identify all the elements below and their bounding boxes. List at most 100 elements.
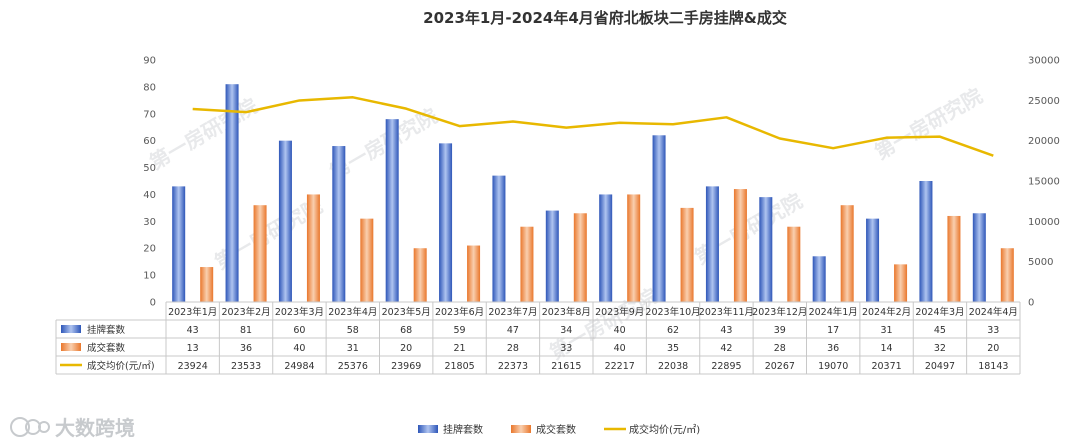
legend: 挂牌套数 成交套数 成交均价(元/㎡) — [418, 423, 700, 436]
x-category-label: 2023年2月 — [221, 306, 270, 318]
listing-bar — [172, 186, 186, 302]
watermark-text: 第一房研究院 — [871, 84, 987, 165]
table-cell-value: 17 — [827, 325, 839, 336]
listing-bar — [812, 256, 826, 302]
x-category-label: 2024年2月 — [862, 306, 911, 318]
deal-bar — [467, 245, 481, 302]
watermark-text: 第一房研究院 — [146, 94, 262, 175]
table-cell-value: 28 — [507, 343, 519, 354]
table-cell-value: 62 — [667, 325, 679, 336]
x-category-label: 2023年10月 — [645, 306, 700, 318]
listing-bar — [652, 135, 666, 302]
y-left-tick-label: 10 — [143, 271, 156, 282]
x-category-label: 2023年6月 — [435, 306, 484, 318]
table-cell-value: 40 — [614, 343, 626, 354]
table-cell-value: 22038 — [658, 361, 688, 372]
deal-bar — [306, 194, 320, 302]
x-category-label: 2023年11月 — [699, 306, 754, 318]
bars — [172, 84, 1014, 303]
legend-key — [418, 425, 438, 433]
deal-bar — [840, 205, 854, 302]
table-cell-value: 31 — [347, 343, 359, 354]
deal-bar — [894, 264, 908, 302]
legend-label: 挂牌套数 — [443, 423, 483, 436]
table-cell-value: 43 — [187, 325, 199, 336]
table-row-key — [61, 325, 81, 333]
table-cell-value: 14 — [881, 343, 893, 354]
table-cell-value: 24984 — [284, 361, 314, 372]
table-cell-value: 47 — [507, 325, 519, 336]
brand-text: 大数跨境 — [55, 416, 135, 440]
table-row-label: 挂牌套数 — [87, 324, 126, 336]
legend-key — [511, 425, 531, 433]
x-category-label: 2023年9月 — [595, 306, 644, 318]
listing-bar — [225, 84, 239, 302]
table-cell-value: 13 — [187, 343, 199, 354]
table-cell-value: 36 — [240, 343, 252, 354]
table-cell-value: 40 — [614, 325, 626, 336]
table-cell-value: 31 — [881, 325, 893, 336]
x-category-label: 2023年5月 — [382, 306, 431, 318]
table-cell-value: 22895 — [711, 361, 741, 372]
deal-bar — [787, 226, 801, 302]
listing-bar — [599, 194, 613, 302]
table-cell-value: 28 — [774, 343, 786, 354]
listing-bar — [385, 119, 399, 303]
y-left-tick-label: 90 — [143, 56, 156, 67]
y-left-tick-label: 20 — [143, 244, 156, 255]
y-right-tick-label: 20000 — [1028, 136, 1060, 147]
x-category-label: 2024年1月 — [809, 306, 858, 318]
y-left-tick-label: 40 — [143, 190, 156, 201]
deal-bar — [680, 207, 694, 302]
chart-title: 2023年1月-2024年4月省府北板块二手房挂牌&成交 — [423, 9, 787, 27]
listing-bar — [759, 197, 773, 302]
y-left-tick-label: 70 — [143, 109, 156, 120]
y-right-tick-label: 15000 — [1028, 177, 1060, 188]
table-cell-value: 68 — [400, 325, 412, 336]
y-left-tick-label: 0 — [150, 298, 156, 309]
table-cell-value: 45 — [934, 325, 946, 336]
legend-label: 成交套数 — [536, 423, 576, 436]
deal-bar — [253, 205, 267, 302]
y-right-tick-label: 10000 — [1028, 217, 1060, 228]
deal-bar — [627, 194, 641, 302]
y-right-tick-label: 30000 — [1028, 56, 1060, 67]
deal-bar — [413, 248, 427, 302]
table-cell-value: 25376 — [338, 361, 368, 372]
table-cell-value: 33 — [560, 343, 572, 354]
table-cell-value: 40 — [293, 343, 305, 354]
table-cell-value: 32 — [934, 343, 946, 354]
deal-bar — [200, 267, 214, 302]
y-right-tick-label: 5000 — [1028, 257, 1053, 268]
table-cell-value: 43 — [720, 325, 732, 336]
table-cell-value: 58 — [347, 325, 359, 336]
deal-bar — [1000, 248, 1014, 302]
table-cell-value: 19070 — [818, 361, 848, 372]
listing-bar — [492, 175, 506, 302]
table-cell-value: 20 — [987, 343, 999, 354]
legend-label: 成交均价(元/㎡) — [629, 423, 700, 436]
table-cell-value: 81 — [240, 325, 252, 336]
table-cell-value: 23533 — [231, 361, 261, 372]
table-row-key — [61, 343, 81, 351]
x-category-label: 2023年7月 — [488, 306, 537, 318]
table-cell-value: 20371 — [871, 361, 901, 372]
table-cell-value: 21615 — [551, 361, 581, 372]
y-left-tick-label: 50 — [143, 163, 156, 174]
table-cell-value: 39 — [774, 325, 786, 336]
listing-bar — [919, 181, 933, 302]
data-table: 2023年1月 2023年2月 2023年3月 2023年4月 2023年5月 2023年… — [55, 301, 1021, 375]
table-cell-value: 23924 — [178, 361, 208, 372]
table-cell-value: 20497 — [925, 361, 955, 372]
x-category-label: 2023年4月 — [328, 306, 377, 318]
y-left-tick-label: 80 — [143, 82, 156, 93]
table-cell-value: 18143 — [978, 361, 1008, 372]
listing-bar — [278, 140, 292, 302]
x-category-label: 2023年1月 — [168, 306, 217, 318]
table-cell-value: 20 — [400, 343, 412, 354]
x-category-label: 2024年4月 — [969, 306, 1018, 318]
x-category-label: 2023年12月 — [752, 306, 807, 318]
table-cell-value: 20267 — [765, 361, 795, 372]
brand-icon — [10, 417, 50, 437]
